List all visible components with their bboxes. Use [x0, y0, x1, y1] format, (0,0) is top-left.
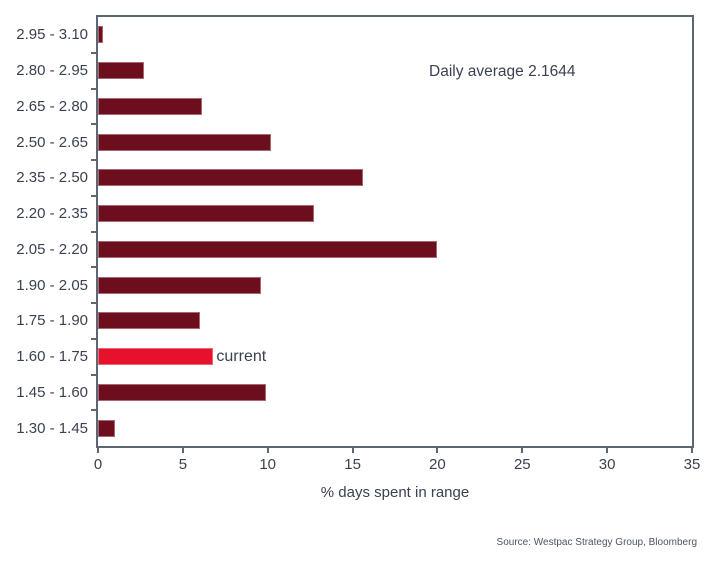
bar-current: [98, 348, 214, 366]
y-axis-tick: [91, 230, 96, 233]
y-axis-tick: [91, 159, 96, 161]
x-axis-tick: [97, 448, 99, 453]
bar: [98, 26, 104, 44]
y-axis-tick: [91, 409, 96, 412]
x-axis-tick-label: 5: [178, 456, 188, 473]
y-axis-category-label: 1.45 - 1.60: [16, 383, 88, 401]
y-axis-category-label: 2.35 - 2.50: [16, 169, 88, 187]
source-note: Source: Westpac Strategy Group, Bloomber…: [496, 537, 697, 548]
bar: [98, 276, 261, 294]
y-axis-category-label: 2.20 - 2.35: [16, 205, 88, 223]
bar: [98, 240, 438, 258]
x-axis-tick-label: 35: [683, 456, 701, 473]
x-axis-tick: [351, 448, 354, 453]
y-axis-tick: [91, 123, 96, 126]
daily-average-annotation: Daily average 2.1644: [429, 63, 576, 80]
y-axis-tick: [91, 51, 96, 54]
x-axis-tick-label: 20: [429, 456, 446, 473]
y-axis-category-label: 2.80 - 2.95: [16, 62, 88, 80]
y-axis-tick: [91, 194, 96, 197]
bar: [98, 169, 363, 187]
current-label: current: [216, 348, 267, 366]
y-axis-category-label: 1.60 - 1.75: [16, 348, 88, 366]
bar: [98, 133, 272, 151]
y-axis-category-label: 2.50 - 2.65: [16, 133, 88, 151]
x-axis-tick: [606, 448, 609, 453]
y-axis-tick: [91, 302, 96, 304]
y-axis-tick: [91, 337, 96, 340]
x-axis-tick-label: 0: [93, 456, 103, 473]
plot-area: current: [96, 15, 694, 448]
bar: [98, 419, 115, 437]
bar: [98, 383, 266, 401]
bar: [98, 62, 144, 80]
x-axis-tick-label: 25: [513, 456, 531, 473]
x-axis-tick: [691, 448, 693, 453]
x-axis-tick: [266, 448, 269, 453]
x-axis-tick: [436, 448, 439, 453]
y-axis-category-label: 2.05 - 2.20: [16, 240, 88, 258]
bar: [98, 205, 314, 223]
bar: [98, 312, 200, 330]
y-axis-tick: [91, 373, 96, 376]
x-axis-tick-label: 15: [344, 456, 361, 473]
y-axis-category-label: 2.65 - 2.80: [16, 97, 88, 115]
x-axis-tick: [181, 448, 184, 453]
x-axis-title: % days spent in range: [320, 484, 470, 501]
x-axis-tick: [521, 448, 524, 453]
y-axis-category-label: 2.95 - 3.10: [16, 26, 88, 44]
y-axis-category-label: 1.75 - 1.90: [16, 312, 88, 330]
y-axis-category-label: 1.30 - 1.45: [16, 419, 88, 437]
y-axis-tick: [91, 266, 96, 269]
y-axis-tick: [91, 87, 96, 90]
x-axis-tick-label: 10: [259, 456, 277, 473]
x-axis-tick-label: 30: [598, 456, 616, 473]
y-axis-category-label: 1.90 - 2.05: [16, 276, 88, 294]
bar: [98, 97, 202, 115]
